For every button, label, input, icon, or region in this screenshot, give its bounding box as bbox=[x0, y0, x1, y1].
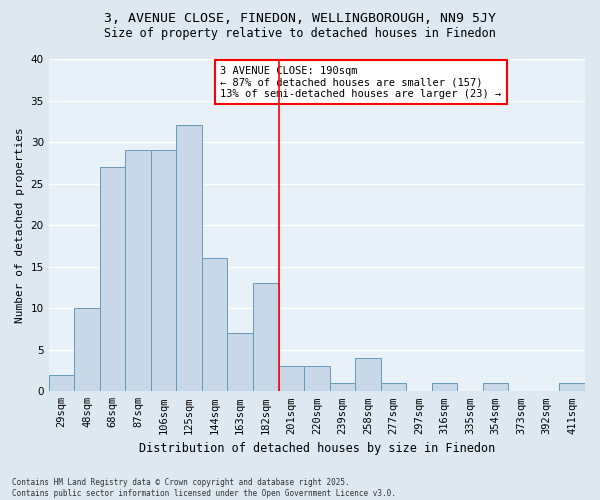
Bar bbox=[125, 150, 151, 392]
Bar bbox=[304, 366, 329, 392]
Bar bbox=[202, 258, 227, 392]
Bar bbox=[278, 366, 304, 392]
Bar bbox=[329, 383, 355, 392]
Bar bbox=[49, 374, 74, 392]
Bar bbox=[253, 284, 278, 392]
Text: Contains HM Land Registry data © Crown copyright and database right 2025.
Contai: Contains HM Land Registry data © Crown c… bbox=[12, 478, 396, 498]
Bar bbox=[355, 358, 380, 392]
Y-axis label: Number of detached properties: Number of detached properties bbox=[15, 128, 25, 323]
Bar bbox=[559, 383, 585, 392]
Text: 3, AVENUE CLOSE, FINEDON, WELLINGBOROUGH, NN9 5JY: 3, AVENUE CLOSE, FINEDON, WELLINGBOROUGH… bbox=[104, 12, 496, 26]
Bar bbox=[432, 383, 457, 392]
Bar bbox=[74, 308, 100, 392]
Bar bbox=[176, 126, 202, 392]
Text: Size of property relative to detached houses in Finedon: Size of property relative to detached ho… bbox=[104, 28, 496, 40]
Bar bbox=[100, 167, 125, 392]
Bar bbox=[380, 383, 406, 392]
X-axis label: Distribution of detached houses by size in Finedon: Distribution of detached houses by size … bbox=[139, 442, 495, 455]
Bar bbox=[483, 383, 508, 392]
Bar bbox=[151, 150, 176, 392]
Text: 3 AVENUE CLOSE: 190sqm
← 87% of detached houses are smaller (157)
13% of semi-de: 3 AVENUE CLOSE: 190sqm ← 87% of detached… bbox=[220, 66, 502, 99]
Bar bbox=[227, 333, 253, 392]
